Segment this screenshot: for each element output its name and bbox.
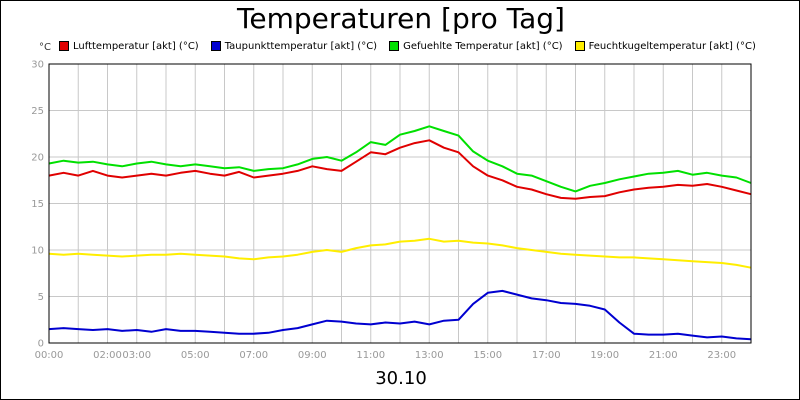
legend-item: Gefuehlte Temperatur [akt] (°C) xyxy=(389,39,563,53)
legend-item: Taupunkttemperatur [akt] (°C) xyxy=(210,39,378,53)
x-tick-label: 19:00 xyxy=(590,350,619,361)
x-tick-label: 11:00 xyxy=(356,350,385,361)
y-tick-label: 20 xyxy=(31,153,44,164)
chart-title: Temperaturen [pro Tag] xyxy=(237,2,565,35)
legend-swatch xyxy=(389,41,400,51)
y-tick-label: 15 xyxy=(31,199,44,210)
legend-item: Feuchtkugeltemperatur [akt] (°C) xyxy=(574,39,756,53)
legend-swatch xyxy=(59,41,69,51)
legend-label: Gefuehlte Temperatur [akt] (°C) xyxy=(403,40,563,52)
y-tick-label: 25 xyxy=(31,106,44,117)
x-tick-label: 02:00 xyxy=(93,350,122,361)
y-tick-label: 5 xyxy=(38,292,44,303)
x-tick-label: 07:00 xyxy=(239,350,268,361)
x-tick-label: 13:00 xyxy=(415,350,444,361)
plot-border xyxy=(48,63,752,344)
x-tick-label: 17:00 xyxy=(532,350,561,361)
x-axis-label: 30.10 xyxy=(375,368,427,389)
y-tick-label: 30 xyxy=(31,60,44,71)
x-tick-label: 03:00 xyxy=(122,350,151,361)
x-tick-label: 21:00 xyxy=(649,350,678,361)
legend-item: Lufttemperatur [akt] (°C) xyxy=(59,39,199,53)
x-tick-label: 09:00 xyxy=(298,350,327,361)
series-line-4 xyxy=(48,237,752,269)
series-line-3 xyxy=(48,125,752,193)
y-tick-label: 0 xyxy=(38,339,44,350)
legend-label: Lufttemperatur [akt] (°C) xyxy=(73,40,199,52)
series-line-2 xyxy=(48,289,752,341)
x-tick-label: 05:00 xyxy=(181,350,210,361)
legend: Lufttemperatur [akt] (°C) Taupunkttempera… xyxy=(59,39,756,53)
series-line-1 xyxy=(48,139,752,200)
x-tick-label: 23:00 xyxy=(707,350,736,361)
y-tick-label: 10 xyxy=(31,246,44,257)
x-tick-label: 00:00 xyxy=(35,350,64,361)
legend-label: Taupunkttemperatur [akt] (°C) xyxy=(224,40,378,52)
y-axis-unit: °C xyxy=(39,42,51,53)
legend-label: Feuchtkugeltemperatur [akt] (°C) xyxy=(588,40,756,52)
legend-swatch xyxy=(210,41,221,51)
x-tick-label: 15:00 xyxy=(473,350,502,361)
legend-swatch xyxy=(574,41,585,51)
